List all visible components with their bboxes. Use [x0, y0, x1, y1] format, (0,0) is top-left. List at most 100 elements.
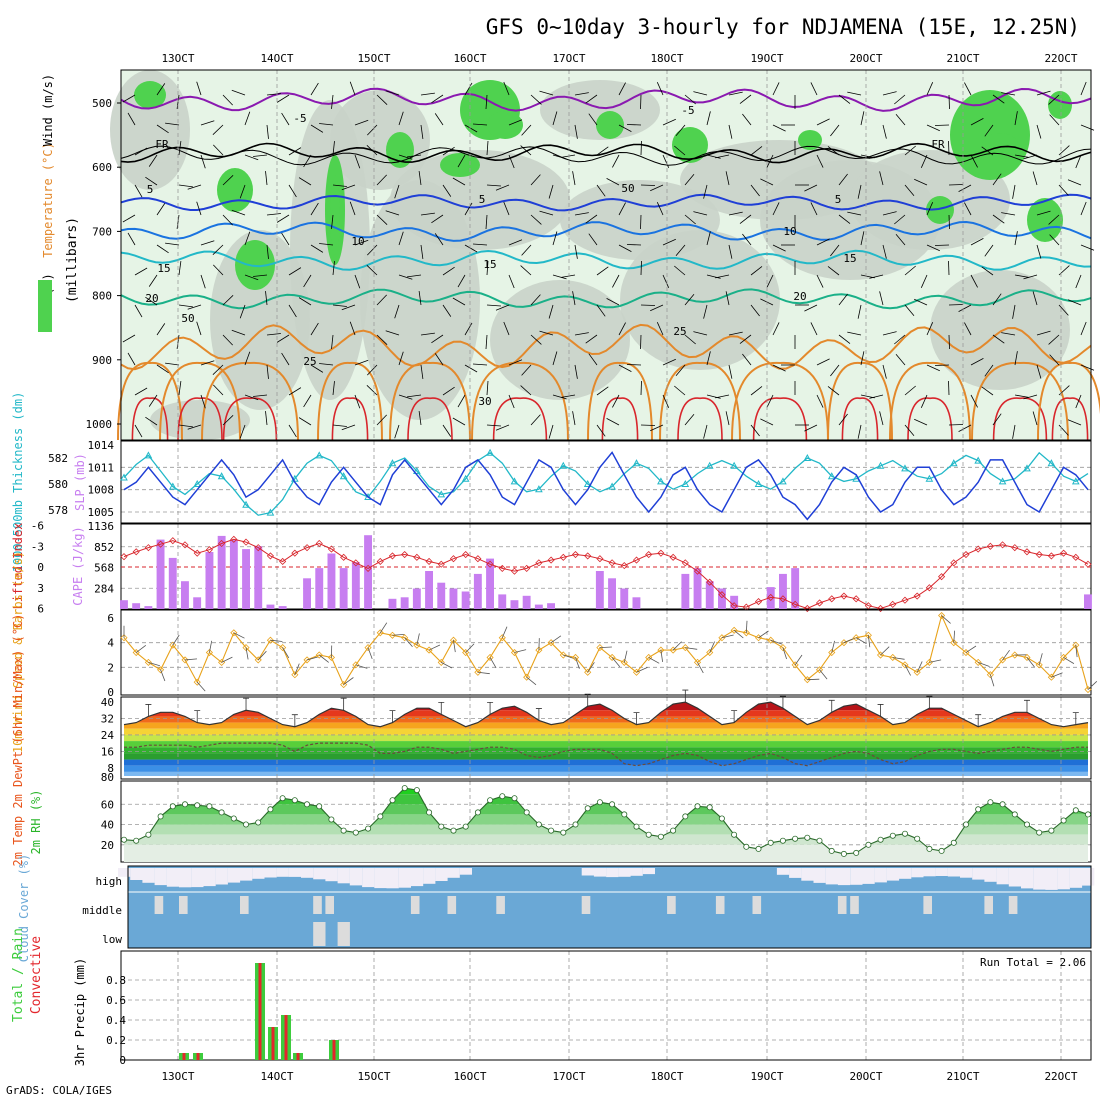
wind-barb	[196, 201, 202, 216]
cloud-middle-cell	[154, 896, 164, 914]
wind-barb	[366, 145, 378, 156]
wind-barb	[715, 154, 730, 159]
li-point	[767, 593, 775, 601]
wind-barb	[810, 82, 818, 96]
isotherm-arch-hot	[677, 397, 723, 441]
wind-barb	[904, 145, 916, 156]
wind-barb	[662, 394, 670, 408]
bottom-tick-label: 15OCT	[357, 1070, 390, 1083]
cloud-high-cell	[252, 868, 265, 879]
temp-whisker	[487, 701, 494, 715]
cloud-middle-cell	[667, 896, 676, 914]
wind-barb	[1051, 672, 1063, 678]
wind-barb	[367, 647, 373, 660]
rh-shade	[680, 140, 880, 220]
wind-barb	[165, 122, 180, 126]
wind-barb	[222, 175, 234, 186]
rh-point	[450, 827, 457, 834]
li-point	[254, 544, 262, 552]
precip-label: 3hr Precip (mm)	[73, 958, 87, 1066]
wind-speed-point	[510, 648, 519, 657]
thickness-point	[1047, 459, 1056, 467]
wind-barb	[895, 354, 906, 366]
cloud-middle-cell	[752, 896, 762, 914]
wind-barb	[830, 244, 840, 257]
wind-barb	[1023, 394, 1038, 400]
rh-point	[548, 827, 555, 834]
li-point	[693, 567, 702, 575]
thickness-point	[266, 508, 275, 516]
thickness-point	[364, 492, 372, 500]
wind-barb	[145, 416, 158, 426]
slp-tick: 1005	[88, 506, 115, 519]
bottom-tick-label: 13OCT	[161, 1070, 194, 1083]
wind-speed-point	[401, 634, 409, 642]
wind-barb	[385, 330, 400, 336]
cloud-middle-cell	[837, 896, 847, 914]
wind-barb	[178, 304, 193, 308]
thickness-point	[608, 482, 616, 490]
wind-barb	[442, 304, 452, 317]
wind-barb	[134, 424, 143, 438]
temp-whisker	[682, 689, 689, 703]
wind-barb	[508, 154, 515, 169]
isotherm-arch	[201, 362, 299, 441]
wind-barb	[418, 411, 422, 426]
thickness-point	[168, 482, 177, 490]
wind-barb	[964, 322, 972, 336]
cloud-low-cell	[313, 922, 326, 946]
wind-barb	[244, 351, 251, 366]
rh-shade	[390, 150, 570, 250]
cape-bar	[229, 539, 238, 609]
rh-point	[999, 801, 1006, 808]
rh-tick: 40	[101, 819, 114, 832]
li-point	[864, 602, 872, 610]
rh-point	[328, 816, 335, 823]
wind-barb	[376, 94, 388, 105]
rh-point	[413, 787, 420, 794]
wind-barb	[276, 334, 290, 343]
wind-barb	[838, 94, 851, 104]
wind-barb	[626, 364, 642, 366]
wind-barb	[772, 82, 780, 96]
wind-barb	[838, 334, 851, 344]
wind-barb	[895, 234, 906, 246]
bottom-tick-label: 14OCT	[260, 1070, 293, 1083]
wind-barb	[958, 424, 972, 432]
wind-barb	[648, 657, 660, 664]
li-point	[657, 549, 665, 557]
wind-barb	[1036, 364, 1042, 379]
wind-barb	[739, 94, 752, 104]
wind-barb	[245, 647, 249, 660]
wind-barb	[895, 114, 906, 126]
wind-tick: 6	[107, 612, 114, 625]
li-point	[1035, 550, 1043, 559]
wind-barb	[464, 244, 478, 253]
cape-bar	[534, 604, 543, 609]
wind-barb	[187, 304, 202, 310]
cloud-high-cell	[1021, 868, 1034, 889]
wind-barb	[750, 424, 760, 437]
cloud-high-cell	[606, 868, 619, 878]
wind-barb	[703, 304, 708, 319]
wind-barb	[160, 669, 166, 682]
thickness-point	[974, 456, 983, 464]
wind-barb	[376, 334, 388, 345]
li-point	[169, 537, 177, 545]
wind-barb	[920, 394, 928, 408]
wind-barb	[1080, 81, 1087, 96]
pressure-tick: 900	[92, 354, 112, 367]
contour-label: 15	[483, 258, 496, 271]
wind-barb	[477, 671, 490, 675]
wind-barb	[1049, 114, 1060, 126]
wind-barb	[574, 364, 578, 379]
bottom-tick-label: 22OCT	[1044, 1070, 1077, 1083]
rh-point	[1036, 829, 1043, 836]
temp-whisker	[731, 710, 738, 723]
wind-barb	[612, 154, 620, 168]
cloud-high-cell	[386, 868, 399, 889]
dewpoint-line	[124, 742, 1088, 767]
cloud-high-cell	[337, 868, 350, 884]
cape-bar	[181, 581, 189, 609]
wind-barb	[503, 81, 510, 96]
